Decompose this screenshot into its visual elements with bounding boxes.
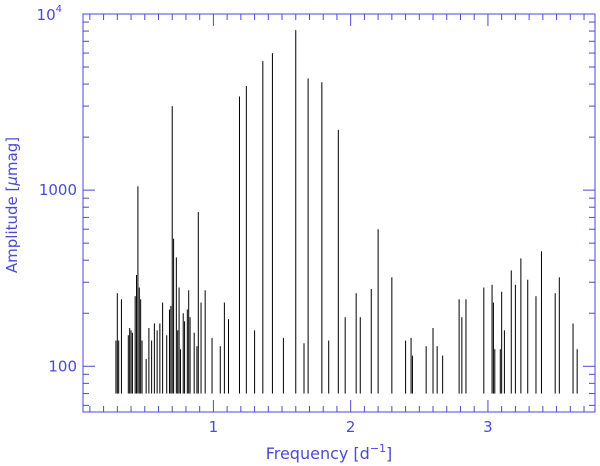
y-axis-label-mu: μ [3, 176, 21, 187]
x-axis-label-main: Frequency [d [266, 444, 370, 463]
ticks-layer: 1 2 3 100 1000 [39, 13, 595, 436]
peaks-layer [115, 30, 578, 394]
x-axis-label-superscript: −1 [370, 442, 386, 455]
y-tick-label: 1000 [39, 181, 77, 199]
x-tick-label: 1 [209, 418, 219, 436]
x-axis-label-close: ] [386, 444, 392, 463]
x-tick-label: 2 [346, 418, 356, 436]
y-axis-label: Amplitude [μmag] [3, 137, 21, 273]
y-tick-label-10000: 104 [37, 4, 62, 24]
y-tick-label-10000-base: 10 [37, 6, 56, 24]
y-axis-label-pre: Amplitude [ [3, 186, 21, 274]
x-axis-label: Frequency [d−1] [266, 442, 393, 463]
plot-frame [82, 13, 596, 413]
x-tick-label: 3 [483, 418, 493, 436]
y-tick-label-10000-exponent: 4 [56, 4, 62, 15]
y-tick-label: 100 [48, 357, 77, 375]
y-axis-label-post: mag] [3, 137, 21, 176]
